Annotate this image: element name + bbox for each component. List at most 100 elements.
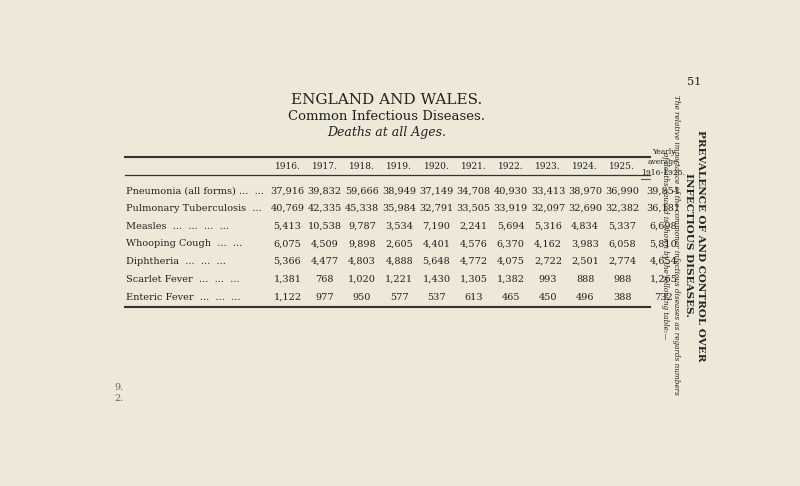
Text: 38,949: 38,949 bbox=[382, 186, 416, 195]
Text: 32,791: 32,791 bbox=[419, 204, 454, 213]
Text: 6,058: 6,058 bbox=[609, 240, 636, 248]
Text: 4,162: 4,162 bbox=[534, 240, 562, 248]
Text: 4,803: 4,803 bbox=[348, 257, 376, 266]
Text: 888: 888 bbox=[576, 275, 594, 284]
Text: 1921.: 1921. bbox=[461, 162, 486, 171]
Text: 4,654: 4,654 bbox=[650, 257, 678, 266]
Text: 988: 988 bbox=[613, 275, 631, 284]
Text: 2,774: 2,774 bbox=[608, 257, 637, 266]
Text: 1,305: 1,305 bbox=[460, 275, 487, 284]
Text: 36,181: 36,181 bbox=[646, 204, 681, 213]
Text: 38,970: 38,970 bbox=[568, 186, 602, 195]
Text: 39,851: 39,851 bbox=[646, 186, 681, 195]
Text: ENGLAND AND WALES.: ENGLAND AND WALES. bbox=[291, 93, 482, 107]
Text: 6,698: 6,698 bbox=[650, 222, 678, 231]
Text: 613: 613 bbox=[464, 293, 483, 301]
Text: 1917.: 1917. bbox=[312, 162, 338, 171]
Text: 40,769: 40,769 bbox=[270, 204, 305, 213]
Text: 5,337: 5,337 bbox=[608, 222, 636, 231]
Text: 465: 465 bbox=[502, 293, 520, 301]
Text: Enteric Fever  ...  ...  ...: Enteric Fever ... ... ... bbox=[126, 293, 241, 301]
Text: 34,708: 34,708 bbox=[457, 186, 490, 195]
Text: 4,075: 4,075 bbox=[497, 257, 525, 266]
Text: 33,919: 33,919 bbox=[494, 204, 528, 213]
Text: 1920.: 1920. bbox=[423, 162, 450, 171]
Text: 2,722: 2,722 bbox=[534, 257, 562, 266]
Text: of deaths caused is shown by the following table:—: of deaths caused is shown by the followi… bbox=[661, 152, 669, 339]
Text: 496: 496 bbox=[576, 293, 594, 301]
Text: Pulmonary Tuberculosis  ...: Pulmonary Tuberculosis ... bbox=[126, 204, 262, 213]
Text: 45,338: 45,338 bbox=[345, 204, 379, 213]
Text: 1,122: 1,122 bbox=[274, 293, 302, 301]
Text: Common Infectious Diseases.: Common Infectious Diseases. bbox=[288, 110, 486, 123]
Text: 2,241: 2,241 bbox=[459, 222, 488, 231]
Text: 10,538: 10,538 bbox=[308, 222, 342, 231]
Text: 4,772: 4,772 bbox=[459, 257, 488, 266]
Text: 42,335: 42,335 bbox=[308, 204, 342, 213]
Text: 35,984: 35,984 bbox=[382, 204, 416, 213]
Text: 32,690: 32,690 bbox=[568, 204, 602, 213]
Text: 1,381: 1,381 bbox=[274, 275, 302, 284]
Text: 36,990: 36,990 bbox=[606, 186, 639, 195]
Text: 37,916: 37,916 bbox=[270, 186, 305, 195]
Text: 1919.: 1919. bbox=[386, 162, 412, 171]
Text: 4,477: 4,477 bbox=[310, 257, 339, 266]
Text: 977: 977 bbox=[315, 293, 334, 301]
Text: The relative importance of the commoner infectious diseases as regards numbers: The relative importance of the commoner … bbox=[672, 95, 680, 396]
Text: 950: 950 bbox=[353, 293, 371, 301]
Text: Deaths at all Ages.: Deaths at all Ages. bbox=[327, 126, 446, 139]
Text: 40,930: 40,930 bbox=[494, 186, 528, 195]
Text: PREVALENCE OF AND CONTROL OVER: PREVALENCE OF AND CONTROL OVER bbox=[696, 130, 705, 361]
Text: 537: 537 bbox=[427, 293, 446, 301]
Text: Scarlet Fever  ...  ...  ...: Scarlet Fever ... ... ... bbox=[126, 275, 240, 284]
Text: 1,020: 1,020 bbox=[348, 275, 376, 284]
Text: 9,898: 9,898 bbox=[348, 240, 376, 248]
Text: 5,648: 5,648 bbox=[422, 257, 450, 266]
Text: 577: 577 bbox=[390, 293, 409, 301]
Text: 2,501: 2,501 bbox=[571, 257, 599, 266]
Text: Diphtheria  ...  ...  ...: Diphtheria ... ... ... bbox=[126, 257, 226, 266]
Text: 9,787: 9,787 bbox=[348, 222, 376, 231]
Text: 5,366: 5,366 bbox=[274, 257, 302, 266]
Text: 1,221: 1,221 bbox=[385, 275, 414, 284]
Text: Yearly
average
1916-1925.: Yearly average 1916-1925. bbox=[642, 148, 686, 177]
Text: 6,075: 6,075 bbox=[274, 240, 302, 248]
Text: 32,097: 32,097 bbox=[531, 204, 565, 213]
Text: 5,413: 5,413 bbox=[274, 222, 302, 231]
Text: 3,534: 3,534 bbox=[385, 222, 413, 231]
Text: 5,316: 5,316 bbox=[534, 222, 562, 231]
Text: 1922.: 1922. bbox=[498, 162, 523, 171]
Text: Measles  ...  ...  ...  ...: Measles ... ... ... ... bbox=[126, 222, 230, 231]
Text: 4,576: 4,576 bbox=[460, 240, 487, 248]
Text: Whooping Cough  ...  ...: Whooping Cough ... ... bbox=[126, 240, 242, 248]
Text: 450: 450 bbox=[538, 293, 558, 301]
Text: 1924.: 1924. bbox=[572, 162, 598, 171]
Text: 1,382: 1,382 bbox=[497, 275, 525, 284]
Text: 1918.: 1918. bbox=[349, 162, 375, 171]
Text: 388: 388 bbox=[613, 293, 632, 301]
Text: 1925.: 1925. bbox=[610, 162, 635, 171]
Text: 1,265: 1,265 bbox=[650, 275, 678, 284]
Text: 1916.: 1916. bbox=[274, 162, 301, 171]
Text: 1923.: 1923. bbox=[535, 162, 561, 171]
Text: 9.: 9. bbox=[114, 383, 123, 392]
Text: Pneumonia (all forms) ...  ...: Pneumonia (all forms) ... ... bbox=[126, 186, 264, 195]
Text: 4,888: 4,888 bbox=[386, 257, 413, 266]
Text: 5,810: 5,810 bbox=[650, 240, 678, 248]
Text: 1,430: 1,430 bbox=[422, 275, 450, 284]
Text: 2,605: 2,605 bbox=[386, 240, 413, 248]
Text: 33,413: 33,413 bbox=[530, 186, 565, 195]
Text: 993: 993 bbox=[538, 275, 558, 284]
Text: 4,401: 4,401 bbox=[422, 240, 450, 248]
Text: 4,834: 4,834 bbox=[571, 222, 599, 231]
Text: 4,509: 4,509 bbox=[311, 240, 338, 248]
Text: 33,505: 33,505 bbox=[457, 204, 490, 213]
Text: 7,190: 7,190 bbox=[422, 222, 450, 231]
Text: 768: 768 bbox=[315, 275, 334, 284]
Text: 3,983: 3,983 bbox=[571, 240, 599, 248]
Text: 59,666: 59,666 bbox=[345, 186, 379, 195]
Text: 32,382: 32,382 bbox=[606, 204, 639, 213]
Text: 37,149: 37,149 bbox=[419, 186, 454, 195]
Text: 6,370: 6,370 bbox=[497, 240, 525, 248]
Text: INFECTIOUS DISEASES.: INFECTIOUS DISEASES. bbox=[684, 174, 693, 317]
